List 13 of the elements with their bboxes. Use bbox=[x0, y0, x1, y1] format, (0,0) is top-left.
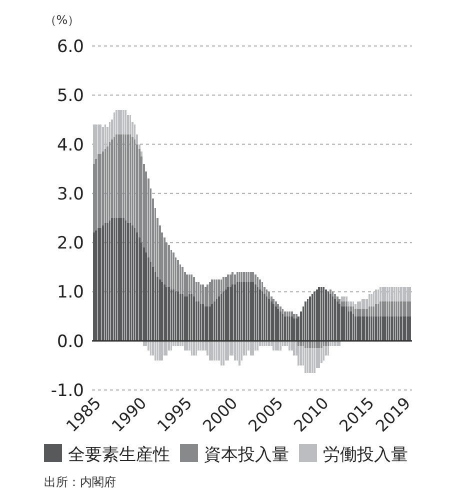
y-tick-label: 3.0 bbox=[56, 184, 84, 204]
y-tick-label: -1.0 bbox=[50, 381, 84, 401]
text: 出所：内閣府 bbox=[44, 475, 116, 489]
y-tick-label: 2.0 bbox=[56, 234, 84, 254]
y-tick-label: 4.0 bbox=[56, 135, 84, 156]
y-tick-label: 0.0 bbox=[56, 332, 84, 352]
y-tick-label: 6.0 bbox=[56, 37, 84, 57]
legend-label: 労働投入量 bbox=[323, 445, 408, 465]
y-tick-label: 1.0 bbox=[56, 282, 84, 303]
y-tick-label: 5.0 bbox=[56, 86, 84, 106]
legend-label: 全要素生産性 bbox=[68, 445, 170, 465]
y-axis-title: （%） bbox=[44, 13, 80, 27]
legend-label: 資本投入量 bbox=[204, 445, 289, 465]
